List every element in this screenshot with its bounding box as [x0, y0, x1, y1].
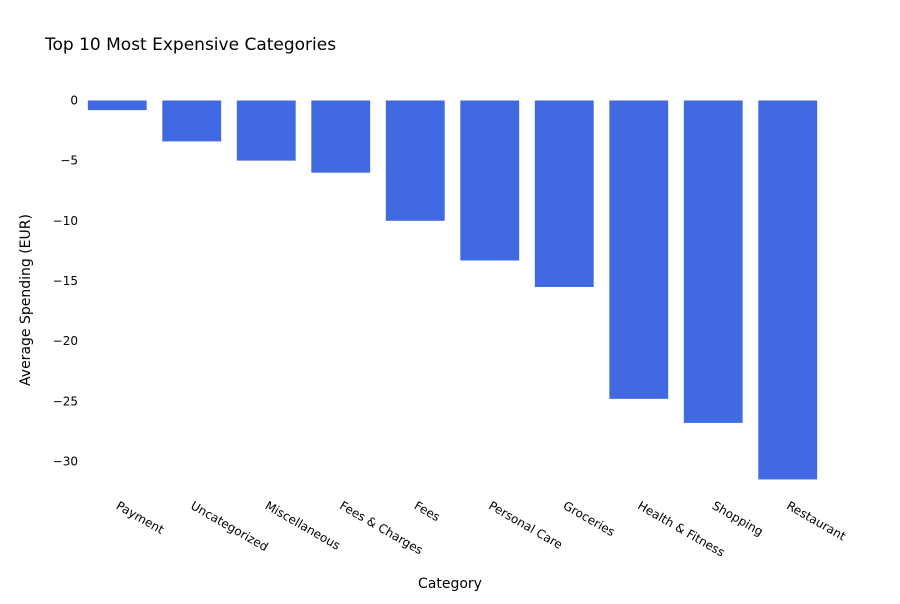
bars: [87, 100, 818, 480]
bar: [162, 100, 222, 142]
y-tick-label: −15: [53, 274, 78, 288]
y-tick-label: 0: [70, 94, 78, 108]
x-tick-label: Shopping: [710, 498, 766, 538]
y-tick-label: −25: [53, 394, 78, 408]
x-tick-label: Restaurant: [784, 498, 848, 543]
y-axis-title: Average Spending (EUR): [18, 214, 34, 386]
bar: [609, 100, 669, 399]
x-tick-label: Personal Care: [486, 498, 565, 551]
x-axis-title: Category: [418, 576, 482, 592]
x-tick-label: Fees: [412, 498, 443, 524]
x-tick-label: Uncategorized: [188, 498, 270, 554]
bar: [311, 100, 371, 173]
x-tick-label: Fees & Charges: [337, 498, 425, 557]
chart-title: Top 10 Most Expensive Categories: [44, 35, 336, 55]
bar: [87, 100, 147, 111]
bar: [758, 100, 818, 480]
y-tick-label: −30: [53, 454, 78, 468]
bar: [683, 100, 743, 423]
y-tick-label: −10: [53, 214, 78, 228]
y-axis-ticks: 0 −5 −10 −15 −20 −25 −30: [53, 94, 78, 469]
bar: [534, 100, 594, 287]
y-tick-label: −20: [53, 334, 78, 348]
x-tick-label: Payment: [114, 498, 167, 537]
bar: [385, 100, 445, 221]
x-tick-label: Miscellaneous: [263, 498, 343, 552]
bar: [460, 100, 520, 261]
y-tick-label: −5: [60, 154, 78, 168]
bar: [236, 100, 296, 161]
x-tick-label: Groceries: [561, 498, 618, 539]
